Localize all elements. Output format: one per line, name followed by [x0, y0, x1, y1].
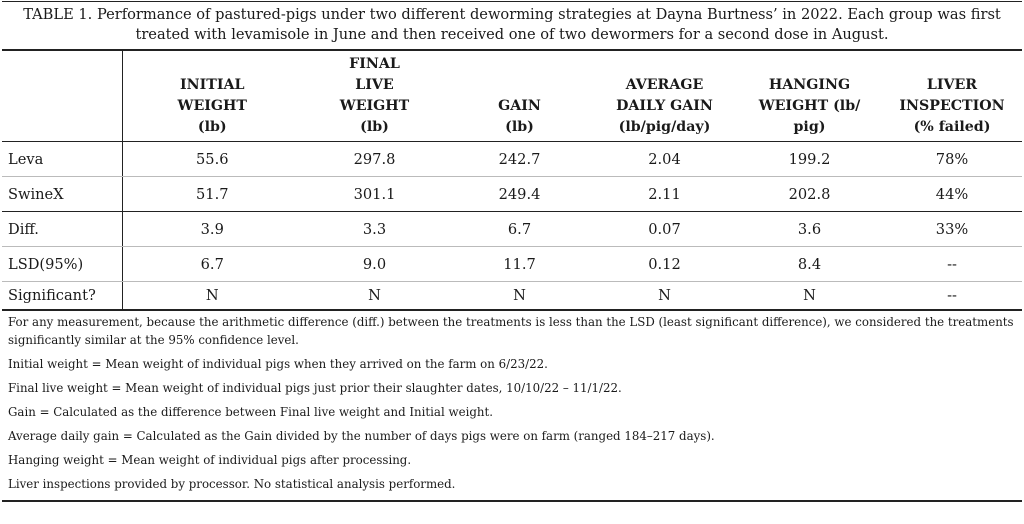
cell-value: 11.7: [447, 246, 592, 282]
performance-table: INITIAL WEIGHT (lb) FINAL LIVE WEIGHT (l…: [2, 49, 1022, 311]
cell-value: 3.6: [737, 211, 882, 247]
row-label: Significant?: [2, 281, 123, 311]
table-row: Diff. 3.9 3.3 6.7 0.07 3.6 33%: [2, 211, 1022, 247]
table-row: Significant? N N N N N --: [2, 281, 1022, 311]
table-row: Leva 55.6 297.8 242.7 2.04 199.2 78%: [2, 141, 1022, 177]
header-line: LIVER: [926, 77, 978, 93]
table-notes: For any measurement, because the arithme…: [2, 311, 1022, 503]
header-line: LIVE: [355, 77, 394, 93]
header-line: (lb): [360, 119, 389, 135]
header-line: WEIGHT: [339, 98, 410, 114]
header-line: FINAL: [349, 56, 400, 72]
header-line: HANGING: [768, 77, 851, 93]
cell-value: 51.7: [122, 176, 302, 212]
header-line: WEIGHT: [177, 98, 247, 114]
header-initial-weight: INITIAL WEIGHT (lb): [122, 50, 302, 142]
header-line: (lb): [197, 119, 227, 135]
header-line: pig): [793, 119, 826, 135]
note-initial-weight: Initial weight = Mean weight of individu…: [8, 356, 548, 371]
cell-value: 3.3: [302, 211, 447, 247]
header-line: WEIGHT (lb/: [758, 98, 861, 114]
cell-value: 6.7: [122, 246, 302, 282]
cell-value: 44%: [882, 176, 1022, 212]
cell-value: 2.04: [592, 141, 737, 177]
header-line: (lb/pig/day): [618, 119, 711, 135]
cell-value: 301.1: [302, 176, 447, 212]
note-liver-inspection: Liver inspections provided by processor.…: [8, 477, 456, 492]
cell-value: 199.2: [737, 141, 882, 177]
table-row: SwineX 51.7 301.1 249.4 2.11 202.8 44%: [2, 176, 1022, 212]
note-hanging-weight: Hanging weight = Mean weight of individu…: [8, 452, 412, 467]
header-line: DAILY GAIN: [616, 98, 713, 114]
cell-value: 242.7: [447, 141, 592, 177]
header-line: (lb): [505, 119, 534, 135]
cell-value: 78%: [882, 141, 1022, 177]
header-hanging-weight: HANGING WEIGHT (lb/ pig): [737, 50, 882, 142]
note-average-daily-gain: Average daily gain = Calculated as the G…: [8, 428, 715, 443]
cell-value: 33%: [882, 211, 1022, 247]
cell-value: 9.0: [302, 246, 447, 282]
header-final-live-weight: FINAL LIVE WEIGHT (lb): [302, 50, 447, 142]
header-line: INSPECTION: [899, 98, 1005, 114]
header-corner: [2, 50, 123, 142]
note-final-live-weight: Final live weight = Mean weight of indiv…: [8, 380, 622, 395]
cell-value: N: [447, 281, 592, 311]
cell-value: 0.07: [592, 211, 737, 247]
row-label: LSD(95%): [2, 246, 123, 282]
cell-value: 3.9: [122, 211, 302, 247]
header-line: (% failed): [913, 119, 991, 135]
cell-value: 55.6: [122, 141, 302, 177]
cell-value: 0.12: [592, 246, 737, 282]
table-document: TABLE 1. Performance of pastured-pigs un…: [2, 1, 1022, 503]
header-line: AVERAGE: [625, 77, 704, 93]
cell-value: 8.4: [737, 246, 882, 282]
cell-value: N: [592, 281, 737, 311]
header-row: INITIAL WEIGHT (lb) FINAL LIVE WEIGHT (l…: [2, 50, 1022, 142]
cell-value: 6.7: [447, 211, 592, 247]
row-label: Leva: [2, 141, 123, 177]
cell-value: 2.11: [592, 176, 737, 212]
header-line: GAIN: [498, 98, 541, 114]
row-label: Diff.: [2, 211, 123, 247]
cell-value: 202.8: [737, 176, 882, 212]
table-row: LSD(95%) 6.7 9.0 11.7 0.12 8.4 --: [2, 246, 1022, 282]
table-caption: TABLE 1. Performance of pastured-pigs un…: [23, 6, 1001, 43]
cell-value: N: [737, 281, 882, 311]
row-label: SwineX: [2, 176, 123, 212]
cell-value: 249.4: [447, 176, 592, 212]
header-liver-inspection: LIVER INSPECTION (% failed): [882, 50, 1022, 142]
cell-value: --: [882, 281, 1022, 311]
cell-value: N: [302, 281, 447, 311]
cell-value: N: [122, 281, 302, 311]
note-gain: Gain = Calculated as the difference betw…: [8, 404, 493, 419]
cell-value: --: [882, 246, 1022, 282]
header-average-daily-gain: AVERAGE DAILY GAIN (lb/pig/day): [592, 50, 737, 142]
cell-value: 297.8: [302, 141, 447, 177]
note-lsd: For any measurement, because the arithme…: [8, 315, 1014, 347]
header-line: INITIAL: [180, 77, 245, 93]
header-gain: GAIN (lb): [447, 50, 592, 142]
